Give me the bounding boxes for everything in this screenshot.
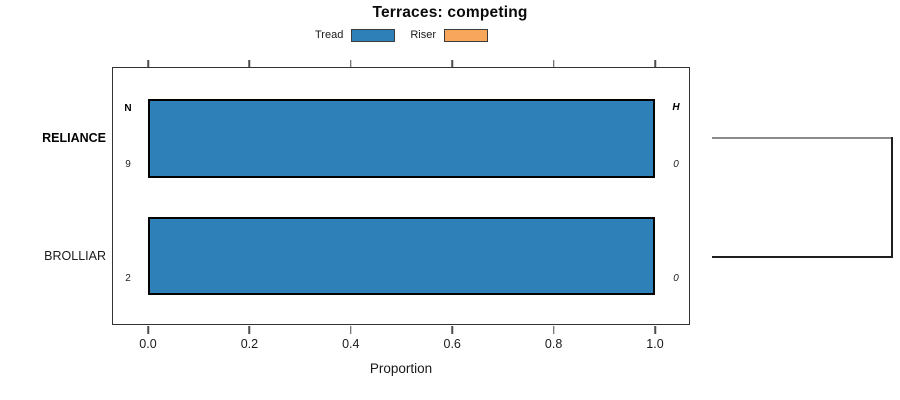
x-axis-bottom-tick — [451, 326, 453, 334]
x-axis-bottom-tick — [147, 326, 149, 334]
x-axis-top-tick — [451, 60, 453, 67]
x-axis-bottom-tick — [552, 326, 555, 334]
legend-item-riser: Riser — [410, 28, 488, 42]
chart-title: Terraces: competing — [372, 4, 528, 21]
legend-swatch-riser — [444, 28, 488, 42]
x-axis-bottom-tick — [654, 326, 656, 334]
category-label-brolliar: BROLLIAR — [44, 249, 106, 263]
x-tick-label: 0.0 — [139, 337, 157, 351]
dendrogram-branch-bottom — [712, 256, 893, 258]
x-tick-label: 0.4 — [342, 337, 360, 351]
bar-area: 0.0 0.2 0.4 0.6 0.8 1.0 — [139, 60, 664, 351]
legend-item-tread: Tread — [315, 28, 396, 42]
category-label-reliance: RELIANCE — [42, 131, 106, 145]
legend: Tread Riser — [113, 26, 690, 44]
bar-tread-reliance — [148, 99, 655, 178]
bar-tread-brolliar — [148, 217, 655, 295]
legend-label-tread: Tread — [315, 29, 344, 41]
n-value-brolliar: 2 — [125, 273, 131, 284]
x-axis-bottom-tick — [350, 326, 352, 334]
legend-label-riser: Riser — [410, 29, 436, 41]
x-tick-label: 0.2 — [240, 337, 259, 351]
x-axis-top-tick — [147, 60, 149, 67]
x-tick-label: 0.6 — [443, 337, 461, 351]
legend-swatch-tread — [351, 28, 396, 42]
x-tick-label: 0.8 — [544, 337, 563, 351]
h-value-reliance: 0 — [673, 159, 679, 170]
x-axis-bottom-tick — [248, 326, 251, 334]
x-axis-title: Proportion — [369, 361, 433, 376]
x-axis-top-tick — [248, 60, 251, 67]
n-value-reliance: 9 — [125, 159, 131, 170]
dendrogram-join — [891, 137, 893, 258]
x-tick-label: 1.0 — [646, 337, 664, 351]
column-header-h: H — [672, 102, 680, 113]
x-axis-top-tick — [552, 60, 555, 67]
x-axis-top-tick — [350, 60, 352, 67]
column-header-n: N — [124, 103, 132, 114]
x-axis-top-tick — [654, 60, 656, 67]
dendrogram-branch-top — [712, 137, 892, 139]
h-value-brolliar: 0 — [673, 273, 679, 284]
